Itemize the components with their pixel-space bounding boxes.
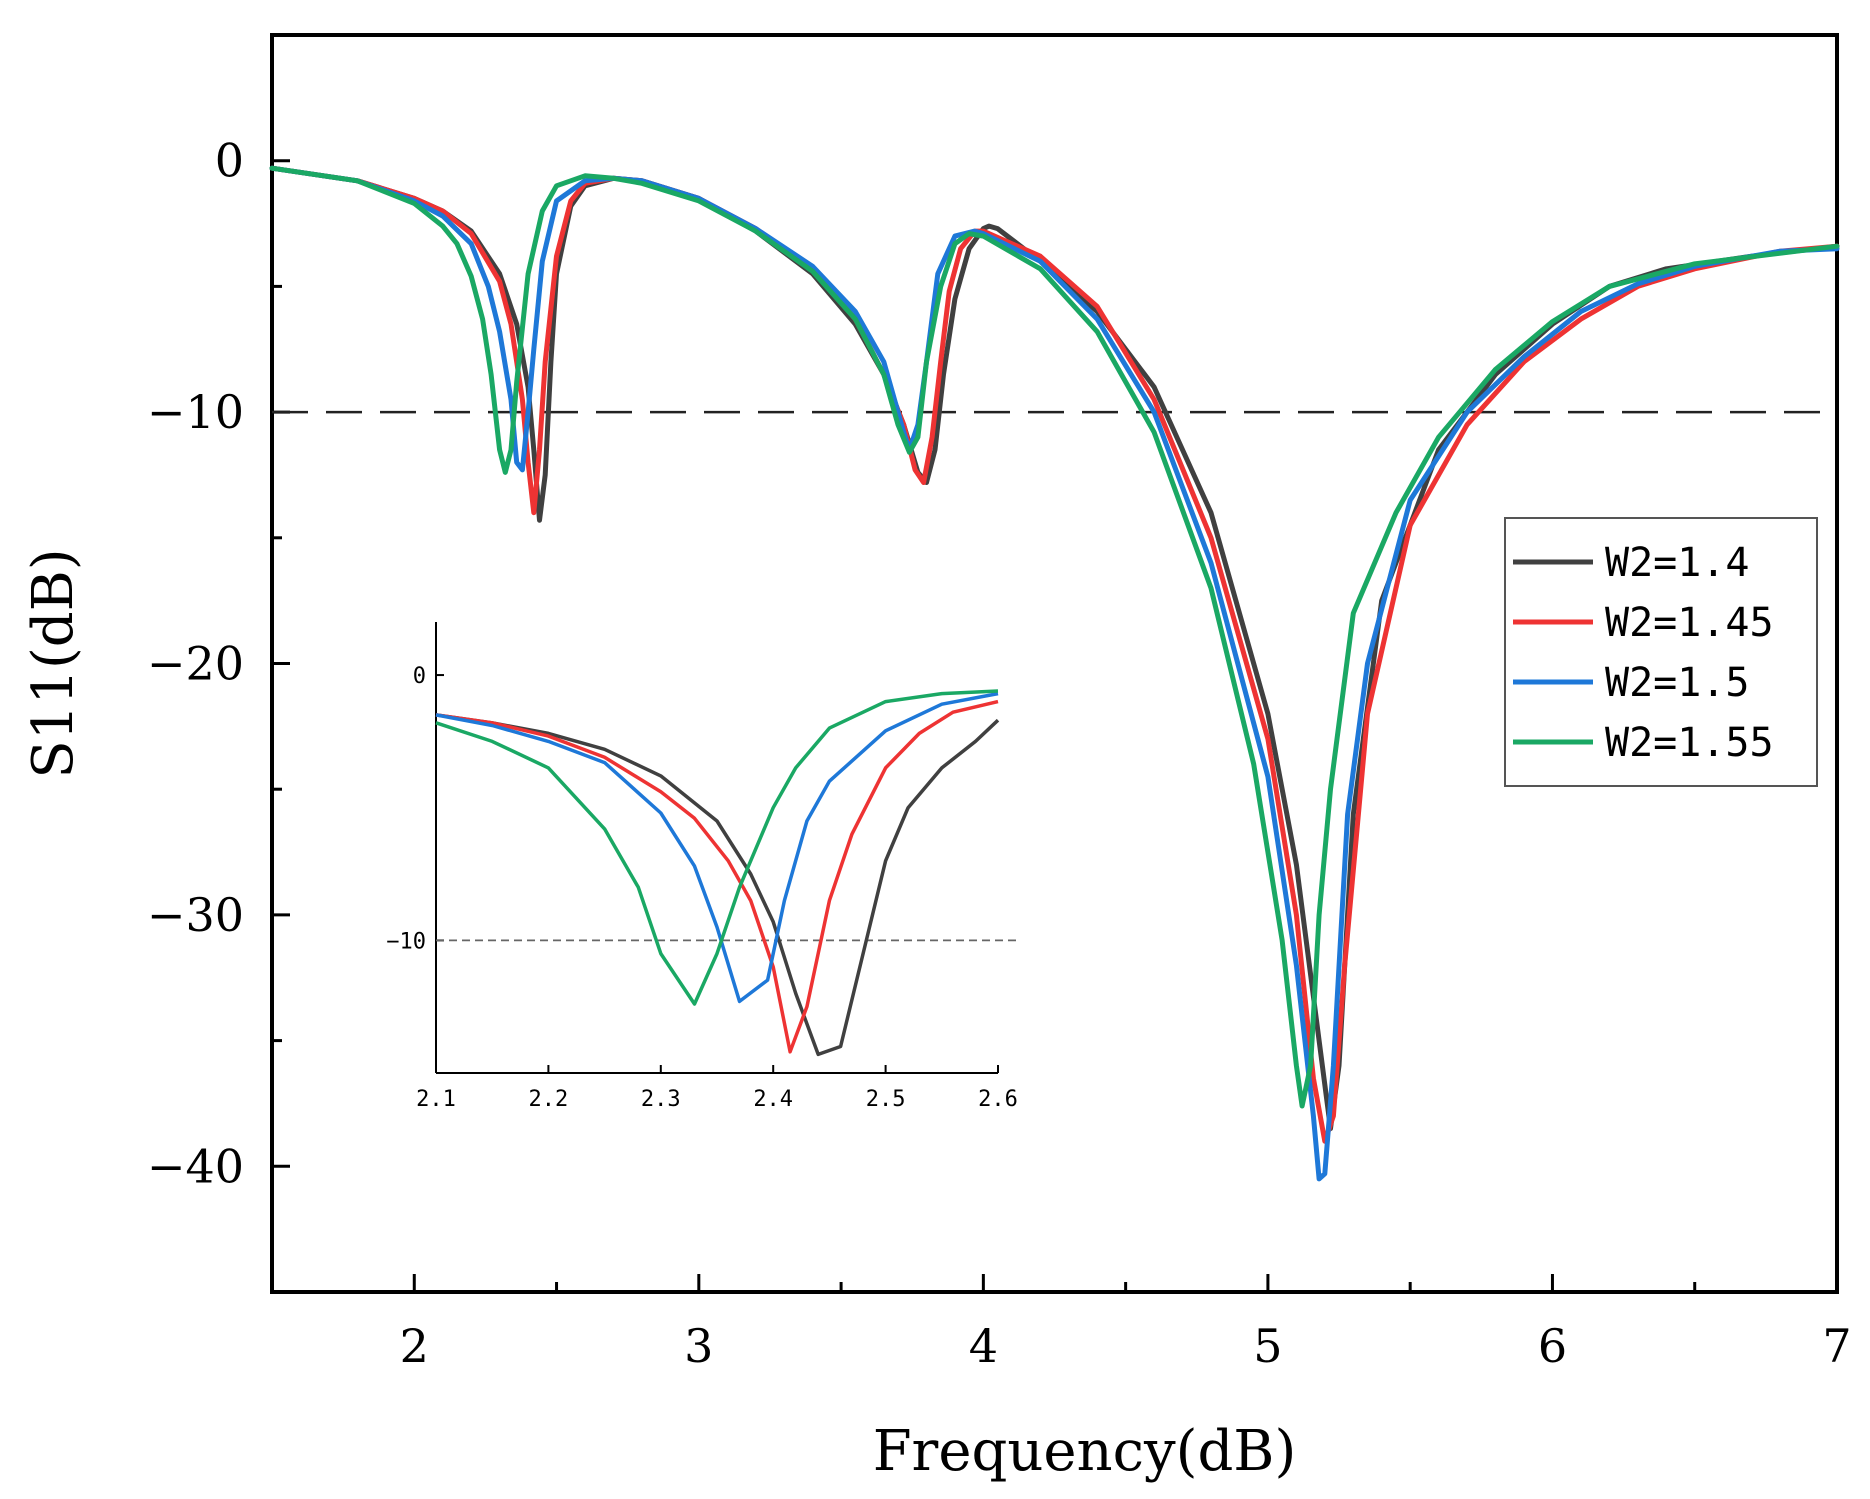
legend-label-w2-1-55: W2=1.55	[1605, 720, 1774, 766]
inset-x-tick-label: 2.6	[978, 1087, 1018, 1112]
y-tick-label: −30	[147, 888, 244, 942]
y-axis-label: S11(dB)	[21, 548, 86, 778]
x-tick-label: 3	[684, 1319, 713, 1373]
x-tick-label: 6	[1538, 1319, 1567, 1373]
x-tick-label: 5	[1253, 1319, 1282, 1373]
inset-series-line-w2-1-45	[435, 699, 999, 1054]
series-line-w2-1-55	[269, 165, 1840, 1109]
inset-x-tick-label: 2.1	[416, 1087, 456, 1112]
inset-x-tick-label: 2.5	[866, 1087, 906, 1112]
legend-label-w2-1-45: W2=1.45	[1605, 600, 1774, 646]
y-tick-label: −40	[147, 1139, 244, 1193]
x-tick-label: 4	[969, 1319, 998, 1373]
y-tick-label: 0	[215, 134, 244, 188]
series-line-w2-1-4	[269, 165, 1840, 1132]
legend: W2=1.4 W2=1.45 W2=1.5 W2=1.55	[1504, 517, 1818, 787]
x-axis-label: Frequency(dB)	[873, 1419, 1297, 1484]
x-tick-label: 2	[400, 1319, 429, 1373]
inset-series-line-w2-1-5	[435, 691, 999, 1004]
inset-chart: 2.1 2.2 2.3 2.4 2.5 2.6 0 −10	[386, 612, 1024, 1115]
legend-label-w2-1-4: W2=1.4	[1605, 540, 1750, 586]
inset-y-tick-label: 0	[413, 664, 426, 689]
inset-x-tick-label: 2.2	[529, 1087, 569, 1112]
main-chart: 2 3 4 5 6 7 0 −10 −20 −30 −40 Frequency(dB) S11(dB)	[21, 33, 1852, 1484]
x-tick-label: 7	[1822, 1319, 1851, 1373]
y-tick-label: −10	[147, 385, 244, 439]
inset-series-line-w2-1-4	[435, 713, 1000, 1057]
inset-y-tick-label: −10	[386, 929, 426, 954]
series-line-w2-1-45	[269, 165, 1840, 1144]
inset-x-tick-label: 2.4	[753, 1087, 793, 1112]
inset-series-line-w2-1-55	[435, 689, 999, 1006]
inset-x-tick-label: 2.3	[641, 1087, 681, 1112]
y-tick-label: −20	[147, 637, 244, 691]
legend-label-w2-1-5: W2=1.5	[1605, 660, 1750, 706]
